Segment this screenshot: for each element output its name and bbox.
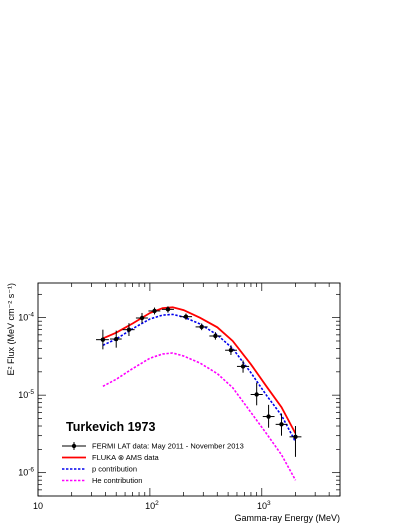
data-point: [199, 324, 204, 330]
data-point: [183, 314, 189, 319]
legend-entry-label: p contribution: [92, 465, 137, 474]
plot-frame: [37, 282, 341, 497]
data-point: [100, 337, 106, 342]
data-point: [266, 414, 271, 419]
legend: FERMI LAT data: May 2011 - November 2013…: [62, 442, 244, 485]
axis-ticks: 10 102 103 10-6 10-5 10-4: [18, 283, 341, 511]
y-axis-title: E² Flux (MeV cm⁻² s⁻¹): [6, 283, 16, 376]
data-point: [240, 364, 246, 369]
data-point: [254, 392, 259, 397]
y-tick-label: 10-5: [18, 389, 34, 400]
series-layer: [96, 306, 302, 481]
series-line-1: [102, 313, 297, 443]
data-point: [165, 307, 171, 312]
legend-swatch-marker: [71, 443, 77, 449]
series-line-0: [102, 306, 297, 434]
x-axis-title: Gamma-ray Energy (MeV): [234, 513, 340, 523]
x-tick-label: 103: [257, 500, 271, 511]
data-point: [213, 333, 218, 339]
data-point: [279, 422, 284, 427]
y-tick-label: 10-6: [18, 467, 34, 478]
x-tick-label: 102: [145, 500, 159, 511]
data-point: [152, 308, 157, 314]
x-tick-label: 10: [33, 501, 43, 511]
data-point: [139, 315, 145, 321]
data-point: [293, 434, 298, 440]
legend-entry-label: He contribution: [92, 476, 142, 485]
data-point: [228, 348, 234, 353]
legend-entry-label: FERMI LAT data: May 2011 - November 2013: [92, 442, 244, 451]
data-point: [114, 336, 119, 342]
chart-title: Turkevich 1973: [66, 420, 155, 434]
data-point: [126, 327, 132, 332]
y-tick-label: 10-4: [18, 312, 34, 323]
series-line-2: [102, 352, 297, 481]
legend-entry-label: FLUKA ⊗ AMS data: [92, 453, 160, 462]
